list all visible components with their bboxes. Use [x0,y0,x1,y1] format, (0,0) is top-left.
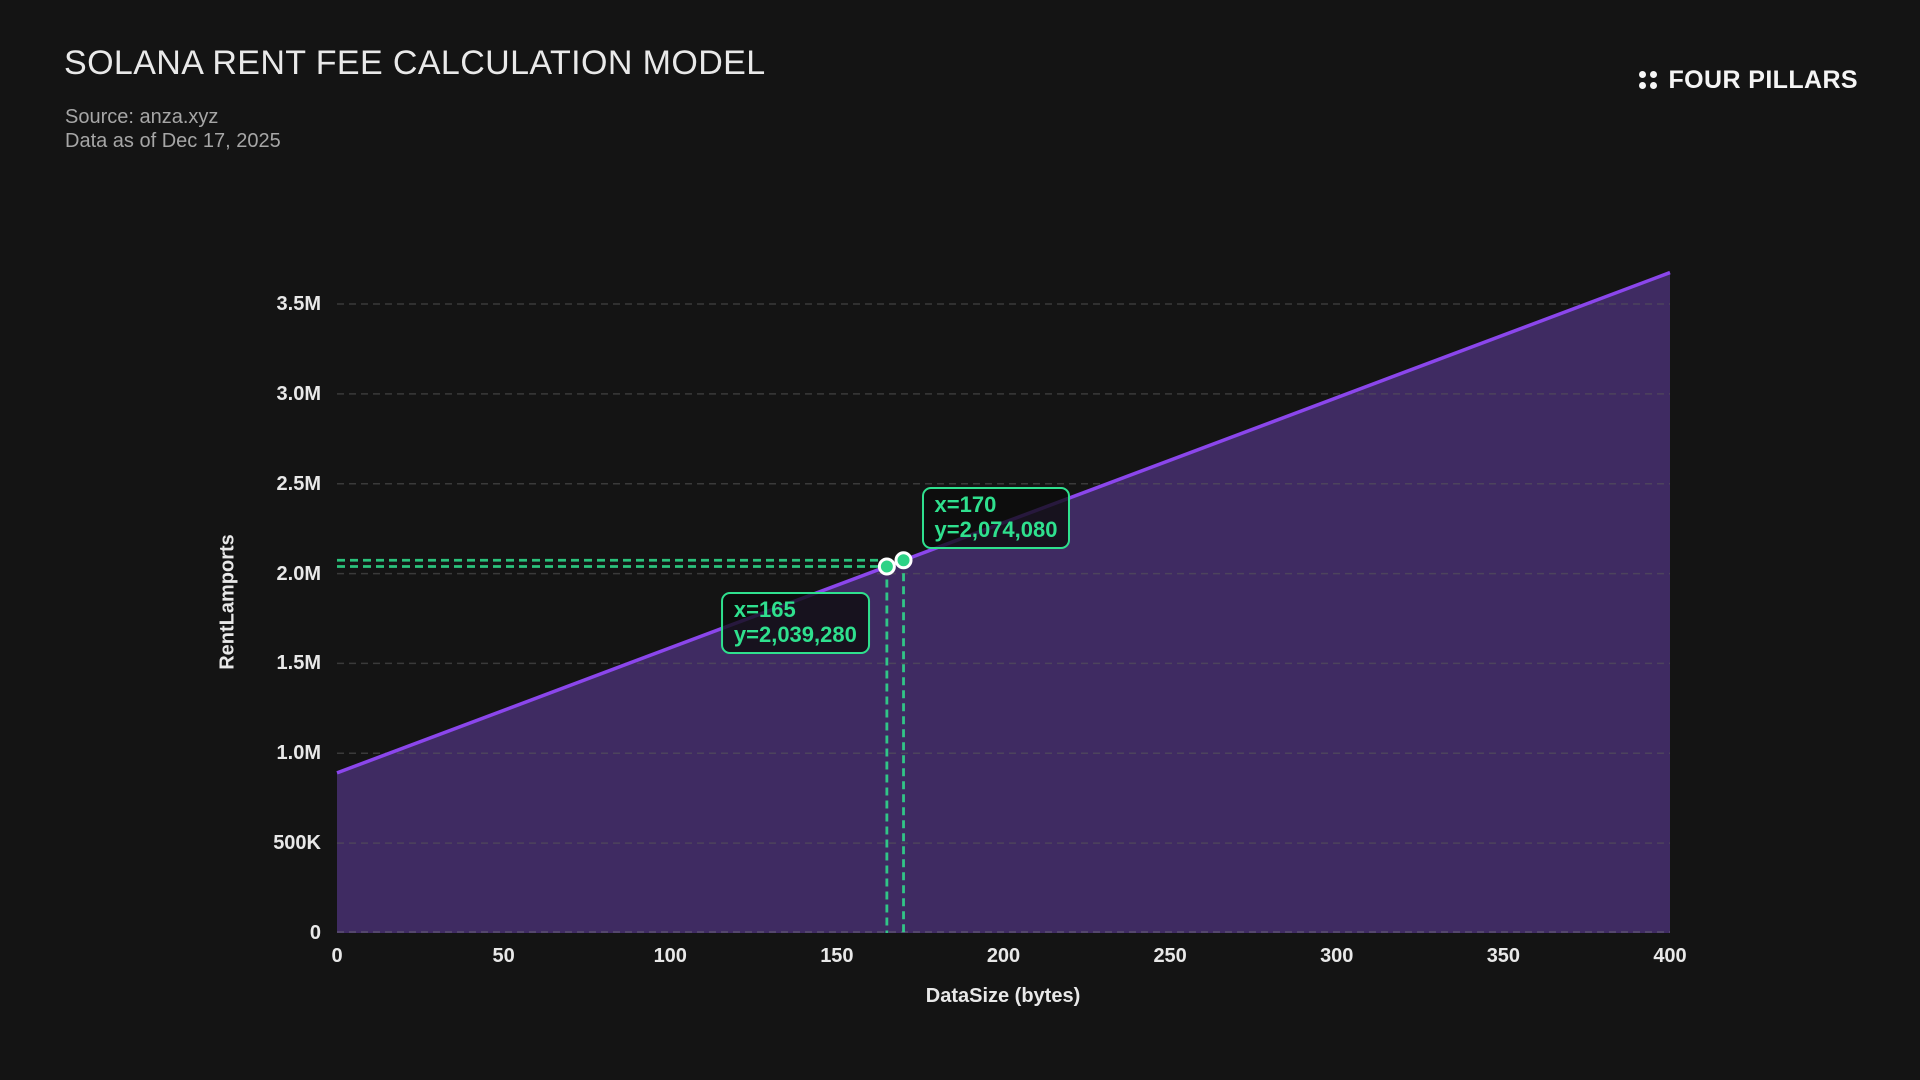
brand-name: FOUR PILLARS [1668,65,1858,94]
data-as-of-text: Data as of Dec 17, 2025 [65,130,281,152]
x-tick-label: 200 [986,945,1021,967]
x-tick-label: 250 [1153,945,1187,967]
x-tick-label: 50 [492,945,515,967]
annotation-line: x=165 [733,596,796,622]
y-tick-label: 2.0M [276,562,321,585]
annotation-line: y=2,074,080 [934,517,1058,543]
subtitle-block: Source: anza.xyz Data as of Dec 17, 2025 [65,105,281,153]
four-dots-icon [1639,71,1658,89]
x-tick-label: 300 [1320,945,1354,967]
x-tick-label: 400 [1653,945,1687,967]
x-tick-label: 150 [820,945,854,967]
y-tick-label: 0 [309,922,321,944]
x-tick-label: 350 [1486,945,1521,967]
y-tick-label: 1.0M [276,742,321,765]
x-axis-title: DataSize (bytes) [925,985,1081,1007]
data-point-annotation: x=170 y=2,074,080 [921,487,1071,550]
marker-dot [894,551,913,570]
y-axis-title: RentLamports [216,534,239,670]
y-tick-label: 2.5M [276,472,321,495]
annotation-line: y=2,039,280 [733,621,857,647]
marker-dot [877,557,896,576]
y-tick-label: 3.0M [276,382,321,405]
x-tick-label: 0 [331,945,343,967]
source-text: Source: anza.xyz [65,106,219,128]
y-tick-label: 500K [273,832,321,855]
chart-plot-area [336,270,1671,933]
annotation-line: x=170 [934,492,997,518]
page-title: SOLANA RENT FEE CALCULATION MODEL [64,44,766,82]
x-tick-label: 100 [653,945,687,967]
area-fill [337,272,1670,933]
y-tick-label: 1.5M [276,652,321,675]
brand-logo: FOUR PILLARS [1639,64,1858,96]
y-tick-label: 3.5M [276,292,321,315]
rent-fee-area-chart [336,270,1671,933]
data-point-annotation: x=165 y=2,039,280 [720,591,870,654]
